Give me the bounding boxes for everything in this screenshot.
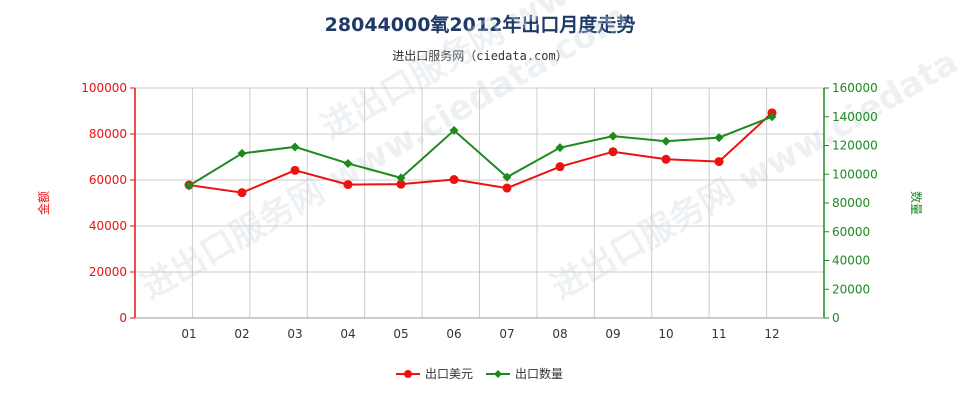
left-tick-label: 20000 <box>89 265 127 279</box>
legend-label-2: 出口数量 <box>515 366 563 381</box>
series-1-point <box>396 179 406 189</box>
x-tick-label: 01 <box>181 327 196 341</box>
legend-marker-2 <box>494 370 502 378</box>
series-2-point <box>290 142 300 152</box>
x-tick-label: 06 <box>446 327 461 341</box>
right-tick-label: 80000 <box>832 196 870 210</box>
series-2-point <box>767 112 777 122</box>
left-tick-label: 60000 <box>89 173 127 187</box>
x-tick-label: 07 <box>499 327 514 341</box>
chart-title: 28044000氧2012年出口月度走势 <box>324 14 636 36</box>
series-2-point <box>661 136 671 146</box>
series-2-point <box>184 181 194 191</box>
series-1-point <box>502 183 512 193</box>
right-tick-label: 120000 <box>832 139 878 153</box>
x-tick-label: 11 <box>711 327 726 341</box>
series-1-point <box>555 162 565 172</box>
series-1-point <box>343 180 353 190</box>
series-1-point <box>290 165 300 175</box>
x-tick-label: 12 <box>764 327 779 341</box>
left-tick-label: 80000 <box>89 127 127 141</box>
watermark-text: 进出口服务网 www.ciedata.com <box>135 0 635 308</box>
left-tick-label: 40000 <box>89 219 127 233</box>
series-2-point <box>608 131 618 141</box>
right-axis-title: 数量 <box>909 191 924 215</box>
x-tick-label: 10 <box>658 327 673 341</box>
left-tick-label: 0 <box>119 311 127 325</box>
legend-marker-1 <box>404 370 412 378</box>
chart-subtitle: 进出口服务网（ciedata.com） <box>392 49 568 63</box>
series-2-point <box>449 125 459 135</box>
series-1-point <box>661 154 671 164</box>
series-2-point <box>714 133 724 143</box>
series-line-2 <box>188 115 773 187</box>
x-tick-label: 04 <box>340 327 355 341</box>
series-2-point <box>396 173 406 183</box>
series-2-point <box>343 158 353 168</box>
right-tick-label: 40000 <box>832 254 870 268</box>
left-axis-title: 金额 <box>36 191 51 215</box>
series-2-point <box>237 148 247 158</box>
x-tick-label: 02 <box>234 327 249 341</box>
right-tick-label: 0 <box>832 311 840 325</box>
right-tick-label: 160000 <box>832 81 878 95</box>
x-tick-label: 08 <box>552 327 567 341</box>
right-tick-label: 100000 <box>832 167 878 181</box>
series-1-point <box>608 147 618 157</box>
right-tick-label: 20000 <box>832 282 870 296</box>
series-line-1 <box>188 112 773 194</box>
right-tick-label: 140000 <box>832 110 878 124</box>
series-2-point <box>502 172 512 182</box>
series-2-point <box>555 143 565 153</box>
series-1-point <box>449 175 459 185</box>
series-1-point <box>237 188 247 198</box>
x-tick-label: 05 <box>393 327 408 341</box>
x-tick-label: 09 <box>605 327 620 341</box>
legend-label-1: 出口美元 <box>425 367 473 381</box>
right-tick-label: 60000 <box>832 225 870 239</box>
series-1-point <box>714 157 724 167</box>
x-tick-label: 03 <box>287 327 302 341</box>
left-tick-label: 100000 <box>81 81 127 95</box>
